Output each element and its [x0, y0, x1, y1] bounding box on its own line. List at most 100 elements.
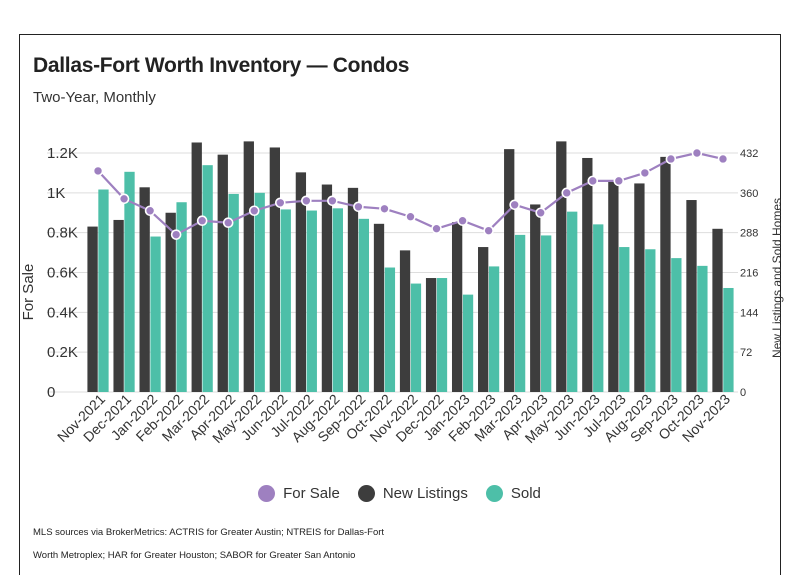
footnote-line-1: MLS sources via BrokerMetrics: ACTRIS fo… — [33, 527, 385, 538]
point-for-sale — [457, 215, 468, 227]
bar-new-listings — [243, 141, 254, 392]
bar-new-listings — [399, 250, 411, 392]
point-for-sale — [691, 147, 703, 159]
y2-tick-label: 432 — [740, 148, 758, 160]
bar-new-listings — [347, 187, 359, 392]
bar-sold — [619, 247, 630, 392]
bar-new-listings — [87, 226, 98, 392]
legend-marker-new-listings — [357, 485, 375, 502]
y-tick-label: 0.8K — [47, 225, 78, 242]
y2-tick-label: 144 — [740, 307, 758, 319]
bar-sold — [98, 189, 109, 392]
bar-sold — [723, 287, 734, 392]
bar-sold — [124, 171, 135, 392]
bar-new-listings — [660, 156, 671, 392]
bar-sold — [280, 209, 291, 392]
bar-new-listings — [686, 200, 697, 392]
y2-axis-label: New Listings and Sold Homes — [770, 198, 784, 358]
point-for-sale — [170, 229, 182, 240]
bar-sold — [332, 208, 343, 392]
point-for-sale — [353, 201, 364, 213]
bar-sold — [384, 267, 396, 392]
point-for-sale — [248, 205, 260, 217]
bar-sold — [202, 165, 213, 392]
y2-tick-label: 72 — [740, 347, 752, 359]
bar-sold — [306, 210, 317, 392]
y-tick-label: 0 — [47, 384, 55, 401]
legend-label-new-listings: New Listings — [382, 485, 468, 502]
point-for-sale — [665, 153, 677, 165]
point-for-sale — [639, 167, 651, 179]
point-for-sale — [405, 211, 416, 223]
y2-tick-label: 360 — [740, 188, 758, 200]
bar-new-listings — [165, 212, 176, 392]
source-footnote: MLS sources via BrokerMetrics: ACTRIS fo… — [33, 521, 385, 567]
point-for-sale — [717, 153, 729, 165]
bar-sold — [410, 283, 422, 392]
bar-new-listings — [139, 187, 150, 392]
bar-sold — [228, 193, 239, 392]
bar-new-listings — [451, 222, 463, 392]
bar-new-listings — [191, 142, 202, 392]
point-for-sale — [483, 225, 494, 236]
bar-new-listings — [113, 219, 124, 392]
point-for-sale — [379, 203, 390, 215]
point-for-sale — [509, 199, 520, 211]
point-for-sale — [561, 187, 573, 199]
point-for-sale — [535, 207, 547, 219]
inventory-chart: 0 0.2K 0.4K 0.6K 0.8K 1K 1.2K 0 72 144 216 288 360 43… — [20, 141, 784, 446]
point-for-sale — [301, 195, 312, 207]
bar-sold — [645, 249, 656, 392]
legend-label-for-sale: For Sale — [283, 485, 340, 502]
bar-sold — [436, 278, 448, 392]
y2-tick-label: 216 — [740, 268, 758, 280]
y-tick-label: 0.6K — [47, 265, 78, 282]
y-tick-label: 0.4K — [47, 304, 78, 321]
bar-new-listings — [321, 184, 333, 392]
legend-item-for-sale[interactable]: For Sale — [258, 485, 340, 502]
chart-frame — [19, 34, 781, 575]
chart-title: Dallas-Fort Worth Inventory — Condos — [33, 54, 410, 77]
legend-item-new-listings[interactable]: New Listings — [357, 485, 468, 502]
bar-sold — [567, 211, 578, 392]
point-for-sale — [431, 223, 442, 234]
bar-new-listings — [425, 278, 437, 392]
bar-sold — [254, 192, 265, 392]
legend-marker-sold — [485, 485, 503, 502]
bar-sold — [593, 224, 604, 392]
bar-sold — [462, 294, 474, 392]
point-for-sale — [274, 197, 286, 209]
point-for-sale — [144, 205, 156, 217]
bar-sold — [671, 258, 682, 392]
bar-new-listings — [269, 147, 280, 392]
bar-new-listings — [712, 228, 723, 392]
point-for-sale — [613, 175, 625, 187]
point-for-sale — [587, 175, 599, 187]
bar-new-listings — [295, 172, 307, 392]
point-for-sale — [222, 217, 234, 229]
bar-new-listings — [504, 149, 515, 392]
y2-tick-label: 288 — [740, 228, 758, 240]
bar-sold — [541, 235, 552, 392]
bar-new-listings — [634, 183, 645, 392]
bar-sold — [697, 265, 708, 392]
y-axis-label: For Sale — [20, 264, 37, 321]
y2-tick-label: 0 — [740, 387, 746, 399]
bar-new-listings — [217, 154, 228, 392]
y-tick-label: 1.2K — [47, 145, 78, 162]
bar-new-listings — [582, 157, 593, 392]
bar-new-listings — [530, 204, 541, 392]
point-for-sale — [327, 195, 338, 207]
bar-new-listings — [608, 180, 619, 392]
bar-new-listings — [478, 247, 489, 392]
bar-sold — [150, 236, 161, 392]
point-for-sale — [92, 165, 104, 177]
legend-item-sold[interactable]: Sold — [485, 485, 541, 502]
point-for-sale — [118, 193, 130, 205]
chart-subtitle: Two-Year, Monthly — [33, 89, 156, 106]
bar-new-listings — [373, 223, 385, 392]
chart-legend: For Sale New Listings Sold — [0, 485, 799, 502]
legend-label-sold: Sold — [510, 485, 541, 502]
bar-sold — [488, 266, 500, 392]
bar-sold — [514, 234, 526, 392]
